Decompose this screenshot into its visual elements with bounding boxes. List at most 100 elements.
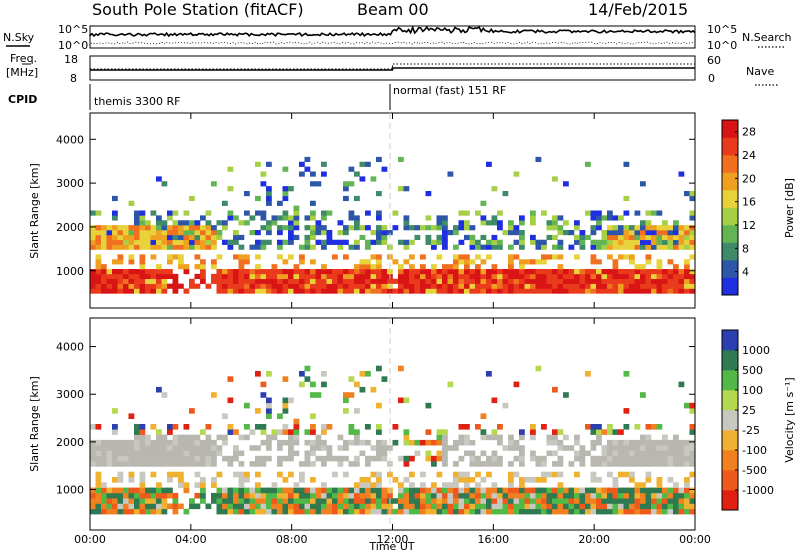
heatmap-cell [667, 455, 674, 462]
heatmap-cell [425, 402, 432, 409]
heatmap-cell [590, 508, 597, 515]
heatmap-cell [607, 424, 613, 430]
heatmap-cell [145, 434, 151, 441]
heatmap-cell [563, 498, 569, 504]
heatmap-cell [491, 273, 498, 280]
heatmap-cell [337, 455, 344, 462]
heatmap-cell [376, 254, 382, 260]
heatmap-cell [601, 273, 608, 280]
heatmap-cell [689, 191, 696, 197]
heatmap-cell [260, 171, 267, 177]
heatmap-cell [689, 195, 696, 202]
heatmap-cell [227, 166, 234, 172]
heatmap-cell [524, 269, 531, 275]
heatmap-cell [304, 225, 311, 231]
heatmap-cell [156, 220, 162, 226]
heatmap-cell [343, 408, 349, 414]
heatmap-cell [376, 424, 382, 430]
colorbar-tick-label: 4 [742, 266, 749, 279]
heatmap-cell [343, 498, 349, 504]
heatmap-cell [497, 461, 503, 467]
heatmap-cell [596, 429, 602, 435]
heatmap-cell [271, 215, 278, 221]
heatmap-cell [299, 477, 305, 483]
heatmap-cell [425, 225, 432, 231]
heatmap-cell [156, 273, 162, 280]
heatmap-cell [557, 503, 564, 510]
heatmap-cell [216, 471, 223, 478]
heatmap-cell [458, 225, 465, 231]
heatmap-cell [458, 455, 465, 462]
heatmap-cell [497, 439, 503, 446]
heatmap-cell [414, 234, 421, 241]
heatmap-cell [557, 445, 564, 451]
heatmap-cell [359, 508, 366, 515]
heatmap-cell [667, 239, 674, 245]
heatmap-cell [128, 278, 135, 284]
heatmap-cell [601, 239, 608, 245]
heatmap-cell [442, 503, 448, 510]
heatmap-cell [425, 439, 432, 446]
nsky-right-tick-bottom: 10^0 [707, 39, 737, 52]
heatmap-cell [365, 503, 371, 510]
heatmap-cell [398, 156, 404, 163]
heatmap-cell [150, 487, 157, 494]
heatmap-cell [530, 239, 536, 245]
heatmap-cell [447, 508, 454, 515]
heatmap-cell [365, 273, 371, 280]
heatmap-cell [458, 210, 465, 216]
heatmap-cell [293, 503, 300, 510]
heatmap-cell [442, 429, 448, 435]
heatmap-cell [552, 498, 558, 504]
heatmap-cell [112, 450, 118, 457]
heatmap-cell [689, 244, 696, 250]
heatmap-cell [365, 244, 371, 250]
heatmap-cell [271, 482, 278, 488]
heatmap-cell [112, 492, 118, 499]
heatmap-cell [689, 225, 696, 231]
heatmap-cell [178, 225, 184, 231]
heatmap-cell [656, 225, 663, 231]
heatmap-cell [409, 439, 415, 446]
heatmap-cell [425, 508, 432, 515]
heatmap-cell [150, 439, 157, 446]
heatmap-cell [354, 288, 360, 294]
heatmap-cell [315, 220, 322, 226]
heatmap-cell [161, 239, 168, 245]
heatmap-cell [326, 498, 333, 504]
heatmap-cell [343, 230, 349, 236]
heatmap-cell [453, 278, 459, 284]
heatmap-cell [260, 283, 267, 289]
heatmap-cell [376, 288, 382, 294]
heatmap-cell [475, 254, 481, 260]
heatmap-cell [585, 273, 591, 280]
heatmap-cell [354, 498, 360, 504]
heatmap-cell [95, 445, 102, 451]
heatmap-cell [156, 244, 162, 250]
heatmap-cell [348, 439, 355, 446]
heatmap-cell [640, 273, 646, 280]
heatmap-cell [596, 283, 602, 289]
heatmap-cell [145, 498, 151, 504]
heatmap-cell [530, 278, 536, 284]
heatmap-cell [288, 288, 294, 294]
heatmap-cell [194, 434, 201, 441]
heatmap-cell [189, 503, 195, 510]
heatmap-cell [266, 397, 272, 404]
heatmap-cell [530, 455, 536, 462]
heatmap-cell [106, 234, 113, 241]
heatmap-cell [211, 225, 217, 231]
heatmap-cell [464, 487, 470, 494]
heatmap-cell [211, 278, 217, 284]
heatmap-cell [656, 439, 663, 446]
heatmap-cell [310, 392, 316, 398]
heatmap-cell [645, 210, 652, 216]
heatmap-cell [359, 283, 366, 289]
heatmap-cell [436, 254, 443, 260]
heatmap-cell [563, 492, 569, 499]
heatmap-cell [326, 455, 333, 462]
heatmap-cell [574, 439, 580, 446]
heatmap-cell [552, 269, 558, 275]
heatmap-cell [332, 498, 338, 504]
heatmap-cell [117, 278, 124, 284]
